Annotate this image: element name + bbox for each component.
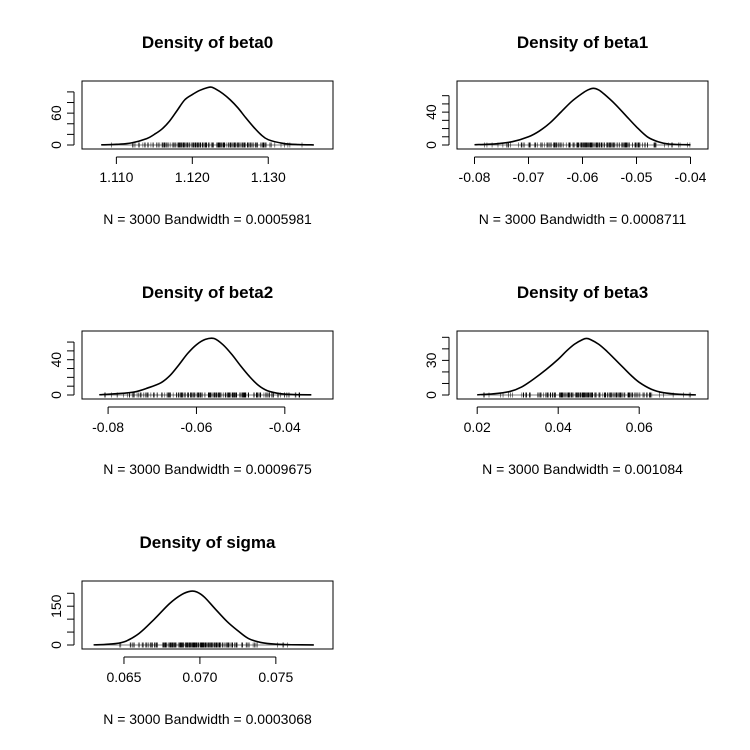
x-axis-label: N = 3000 Bandwidth = 0.0009675 [103, 461, 312, 477]
x-tick-label: 1.120 [175, 169, 210, 185]
density-curve [99, 337, 312, 396]
panel-title: Density of beta3 [517, 283, 648, 302]
plot-frame [456, 330, 709, 400]
rug-marks [483, 392, 691, 398]
density-panel-1: Density of beta0 1.110 1.120 1.130 0 60 N = 30… [48, 33, 334, 227]
panel-title: Density of beta0 [142, 33, 273, 52]
y-tick-label: 60 [48, 105, 64, 121]
x-tick-label: -0.06 [567, 169, 599, 185]
x-tick-label: 0.070 [182, 669, 217, 685]
panel-title: Density of beta2 [142, 283, 273, 302]
density-curve [93, 590, 314, 646]
density-curve [474, 87, 691, 146]
density-panel-5: Density of sigma 0.065 0.070 0.075 0 150 N = 3… [48, 533, 334, 727]
x-axis-label: N = 3000 Bandwidth = 0.001084 [482, 461, 683, 477]
plot-frame [81, 80, 334, 150]
x-tick-label: -0.04 [675, 169, 707, 185]
plot-frame [456, 80, 709, 150]
plot-frame [81, 330, 334, 400]
y-tick-label: 40 [48, 352, 64, 368]
x-tick-label: 0.04 [545, 419, 572, 435]
y-tick-label: 0 [423, 141, 439, 149]
x-axis-label: N = 3000 Bandwidth = 0.0005981 [103, 211, 312, 227]
x-tick-label: 1.130 [251, 169, 286, 185]
y-tick-label: 0 [48, 391, 64, 399]
density-curve [477, 337, 696, 396]
x-tick-label: -0.05 [621, 169, 653, 185]
density-panel-3: Density of beta2 -0.08 -0.06 -0.04 0 40 N = 30… [48, 283, 334, 477]
x-tick-label: 0.06 [626, 419, 653, 435]
y-tick-label: 40 [423, 104, 439, 120]
density-curve [101, 86, 314, 146]
x-tick-label: 1.110 [99, 169, 133, 185]
y-tick-label: 150 [48, 594, 64, 618]
x-tick-label: 0.065 [106, 669, 141, 685]
x-tick-label: -0.07 [513, 169, 545, 185]
x-tick-label: -0.08 [459, 169, 491, 185]
density-panel-2: Density of beta1 -0.08 -0.07 -0.06 -0.05 -0.0… [423, 33, 709, 227]
y-tick-label: 0 [48, 641, 64, 649]
x-tick-label: -0.04 [269, 419, 301, 435]
density-panel-4: Density of beta3 0.02 0.04 0.06 0 30 N = 3000 … [423, 283, 709, 477]
panel-title: Density of beta1 [517, 33, 648, 52]
x-tick-label: 0.02 [464, 419, 491, 435]
x-axis-label: N = 3000 Bandwidth = 0.0008711 [479, 211, 687, 227]
y-tick-label: 0 [48, 141, 64, 149]
x-tick-label: 0.075 [258, 669, 293, 685]
x-tick-label: -0.06 [180, 419, 212, 435]
y-tick-label: 30 [423, 352, 439, 368]
panel-title: Density of sigma [139, 533, 276, 552]
x-tick-label: -0.08 [92, 419, 124, 435]
y-tick-label: 0 [423, 391, 439, 399]
x-axis-label: N = 3000 Bandwidth = 0.0003068 [103, 711, 312, 727]
plot-frame [81, 580, 334, 650]
